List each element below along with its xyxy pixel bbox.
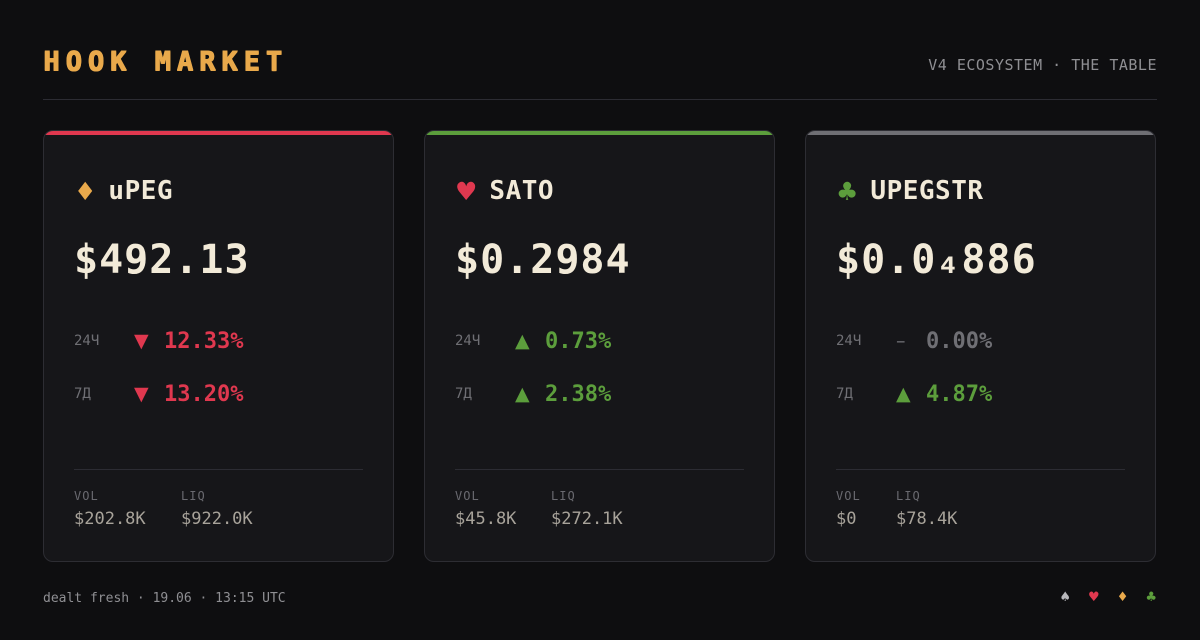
dash-icon: – <box>896 330 906 352</box>
change-value: 12.33% <box>164 328 244 354</box>
change-label: 7Д <box>74 386 91 402</box>
change-7d: 7Д ▼ 13.20% <box>74 379 243 409</box>
change-24h: 24Ч ▲ 0.73% <box>455 326 611 356</box>
stat-label: LIQ <box>551 489 576 503</box>
token-ticker: SATO <box>489 176 555 206</box>
stat-value: $922.0K <box>181 509 253 529</box>
change-24h: 24Ч ▼ 12.33% <box>74 326 243 356</box>
stat-label: VOL <box>836 489 861 503</box>
stat-volume: VOL $0 <box>836 489 861 529</box>
stat-value: $45.8K <box>455 509 517 529</box>
card-title-row: ♣ UPEGSTR <box>836 173 984 209</box>
token-card-sato[interactable]: ♥ SATO $0.2984 24Ч ▲ 0.73% 7Д ▲ 2.38% VO… <box>424 130 775 562</box>
divider <box>74 469 363 470</box>
stat-volume: VOL $45.8K <box>455 489 516 529</box>
stat-value: $272.1K <box>551 509 623 529</box>
diamond-icon: ♦ <box>74 176 97 206</box>
stat-label: VOL <box>455 489 480 503</box>
header: HOOK MARKET V4 ECOSYSTEM · THE TABLE <box>43 40 1157 100</box>
card-title-row: ♦ uPEG <box>74 173 173 209</box>
card-accent-bar <box>44 131 393 135</box>
club-icon: ♣ <box>836 176 859 206</box>
arrow-down-icon: ▼ <box>134 330 149 352</box>
stat-volume: VOL $202.8K <box>74 489 146 529</box>
logo: HOOK MARKET <box>43 46 288 77</box>
change-label: 7Д <box>836 386 853 402</box>
stat-value: $78.4K <box>896 509 958 529</box>
stat-label: LIQ <box>896 489 921 503</box>
change-24h: 24Ч – 0.00% <box>836 326 992 356</box>
change-value: 0.73% <box>545 328 612 354</box>
token-price: $0.0₄886 <box>836 237 1037 283</box>
change-label: 7Д <box>455 386 472 402</box>
change-7d: 7Д ▲ 2.38% <box>455 379 611 409</box>
stat-label: LIQ <box>181 489 206 503</box>
divider <box>836 469 1125 470</box>
change-value: 0.00% <box>926 328 993 354</box>
change-label: 24Ч <box>74 333 100 349</box>
token-card-upeg[interactable]: ♦ uPEG $492.13 24Ч ▼ 12.33% 7Д ▼ 13.20% … <box>43 130 394 562</box>
spade-icon: ♠ <box>1059 590 1072 605</box>
token-price: $492.13 <box>74 237 250 283</box>
divider <box>455 469 744 470</box>
footer-timestamp: dealt fresh · 19.06 · 13:15 UTC <box>43 591 286 606</box>
heart-icon: ♥ <box>1088 590 1100 605</box>
stat-liquidity: LIQ $922.0K <box>181 489 253 529</box>
footer-suits: ♠ ♥ ♦ ♣ <box>1059 590 1157 605</box>
club-icon: ♣ <box>1145 590 1157 605</box>
token-card-upegstr[interactable]: ♣ UPEGSTR $0.0₄886 24Ч – 0.00% 7Д ▲ 4.87… <box>805 130 1156 562</box>
card-accent-bar <box>425 131 774 135</box>
change-value: 4.87% <box>926 381 993 407</box>
card-title-row: ♥ SATO <box>455 173 554 209</box>
diamond-icon: ♦ <box>1116 590 1129 605</box>
arrow-down-icon: ▼ <box>134 383 149 405</box>
header-subtitle: V4 ECOSYSTEM · THE TABLE <box>928 56 1157 74</box>
change-label: 24Ч <box>836 333 862 349</box>
change-7d: 7Д ▲ 4.87% <box>836 379 992 409</box>
change-label: 24Ч <box>455 333 481 349</box>
stat-liquidity: LIQ $272.1K <box>551 489 623 529</box>
stat-label: VOL <box>74 489 99 503</box>
token-ticker: uPEG <box>108 176 174 206</box>
stat-liquidity: LIQ $78.4K <box>896 489 957 529</box>
arrow-up-icon: ▲ <box>515 330 530 352</box>
card-accent-bar <box>806 131 1155 135</box>
change-value: 2.38% <box>545 381 612 407</box>
heart-icon: ♥ <box>455 176 478 206</box>
arrow-up-icon: ▲ <box>515 383 530 405</box>
arrow-up-icon: ▲ <box>896 383 911 405</box>
token-ticker: UPEGSTR <box>870 176 984 206</box>
token-price: $0.2984 <box>455 237 631 283</box>
change-value: 13.20% <box>164 381 244 407</box>
stat-value: $202.8K <box>74 509 146 529</box>
stat-value: $0 <box>836 509 857 529</box>
